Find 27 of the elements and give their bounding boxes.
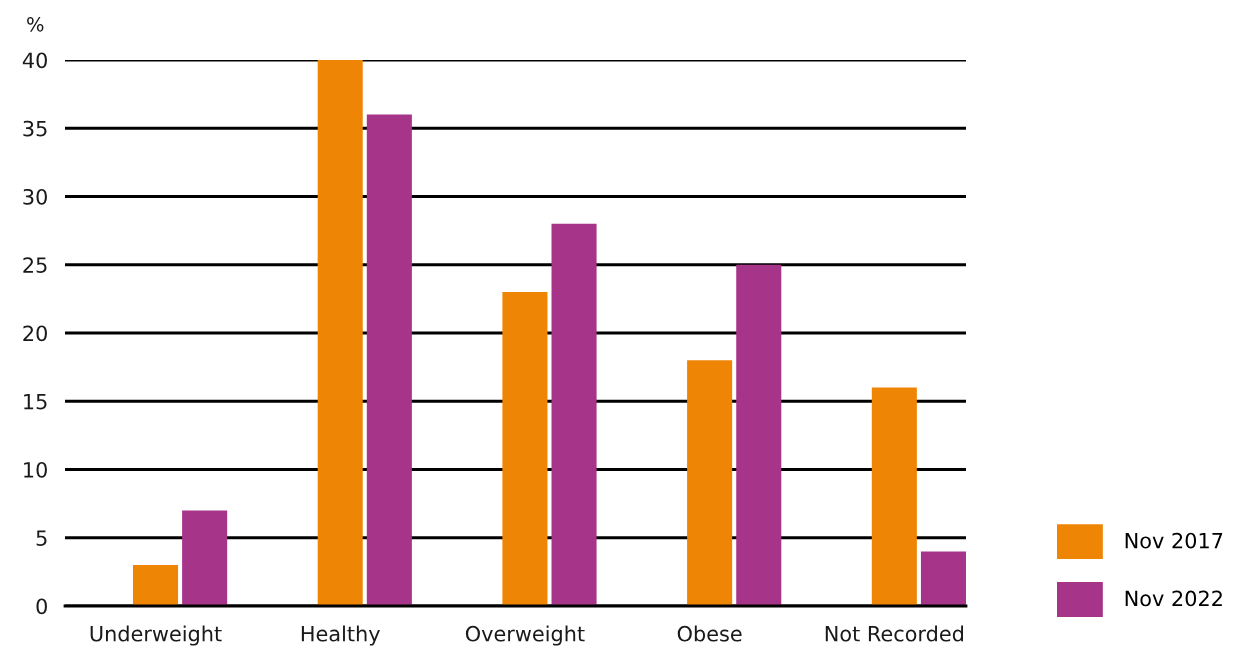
y-tick-label: 25	[23, 257, 47, 273]
bar	[736, 264, 782, 606]
y-tick-label: 35	[23, 120, 47, 137]
bar	[551, 223, 597, 606]
x-tick-label: Healthy	[301, 625, 380, 646]
bar	[182, 510, 228, 606]
y-tick-label: 20	[23, 325, 47, 342]
y-tick-label: 5	[36, 530, 47, 546]
y-tick-label: 10	[24, 461, 47, 478]
y-tick-label: 15	[24, 393, 47, 410]
x-tick-label: Overweight	[465, 625, 585, 646]
x-tick-label: Obese	[677, 625, 742, 642]
y-tick-label: 40	[22, 52, 47, 69]
bar	[132, 565, 179, 606]
legend-label: Nov 2022	[1125, 590, 1222, 607]
y-tick-label: 0	[36, 598, 47, 615]
bar	[920, 551, 966, 606]
bar	[687, 360, 733, 606]
bar	[502, 292, 548, 606]
x-tick-label: Not Recorded	[825, 625, 964, 642]
bar	[871, 387, 917, 606]
x-tick-label: Underweight	[90, 625, 222, 646]
bar	[366, 114, 412, 606]
y-axis-title: %	[27, 16, 44, 32]
bar	[317, 60, 363, 606]
legend-label: Nov 2017	[1125, 532, 1223, 549]
y-tick-label: 30	[23, 188, 47, 205]
